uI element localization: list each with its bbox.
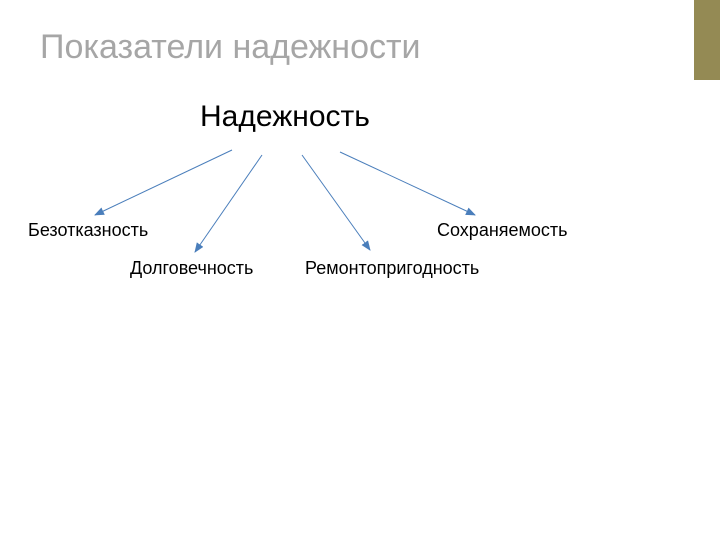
slide: Показатели надежности Надежность Безотка… (0, 0, 720, 540)
slide-title: Показатели надежности (40, 28, 421, 67)
arrow-0 (95, 150, 232, 215)
leaf-sohranyaemost: Сохраняемость (437, 220, 637, 242)
arrow-2 (302, 155, 370, 250)
leaf-remontoprigodnost: Ремонтопригодность (305, 258, 525, 280)
leaf-dolgovechnost: Долговечность (130, 258, 260, 280)
arrow-1 (195, 155, 262, 252)
arrow-3 (340, 152, 475, 215)
leaf-bezotkaznost: Безотказность (28, 220, 143, 242)
accent-bar (694, 0, 720, 80)
arrow-lines (95, 150, 475, 252)
diagram-root-label: Надежность (200, 100, 410, 135)
